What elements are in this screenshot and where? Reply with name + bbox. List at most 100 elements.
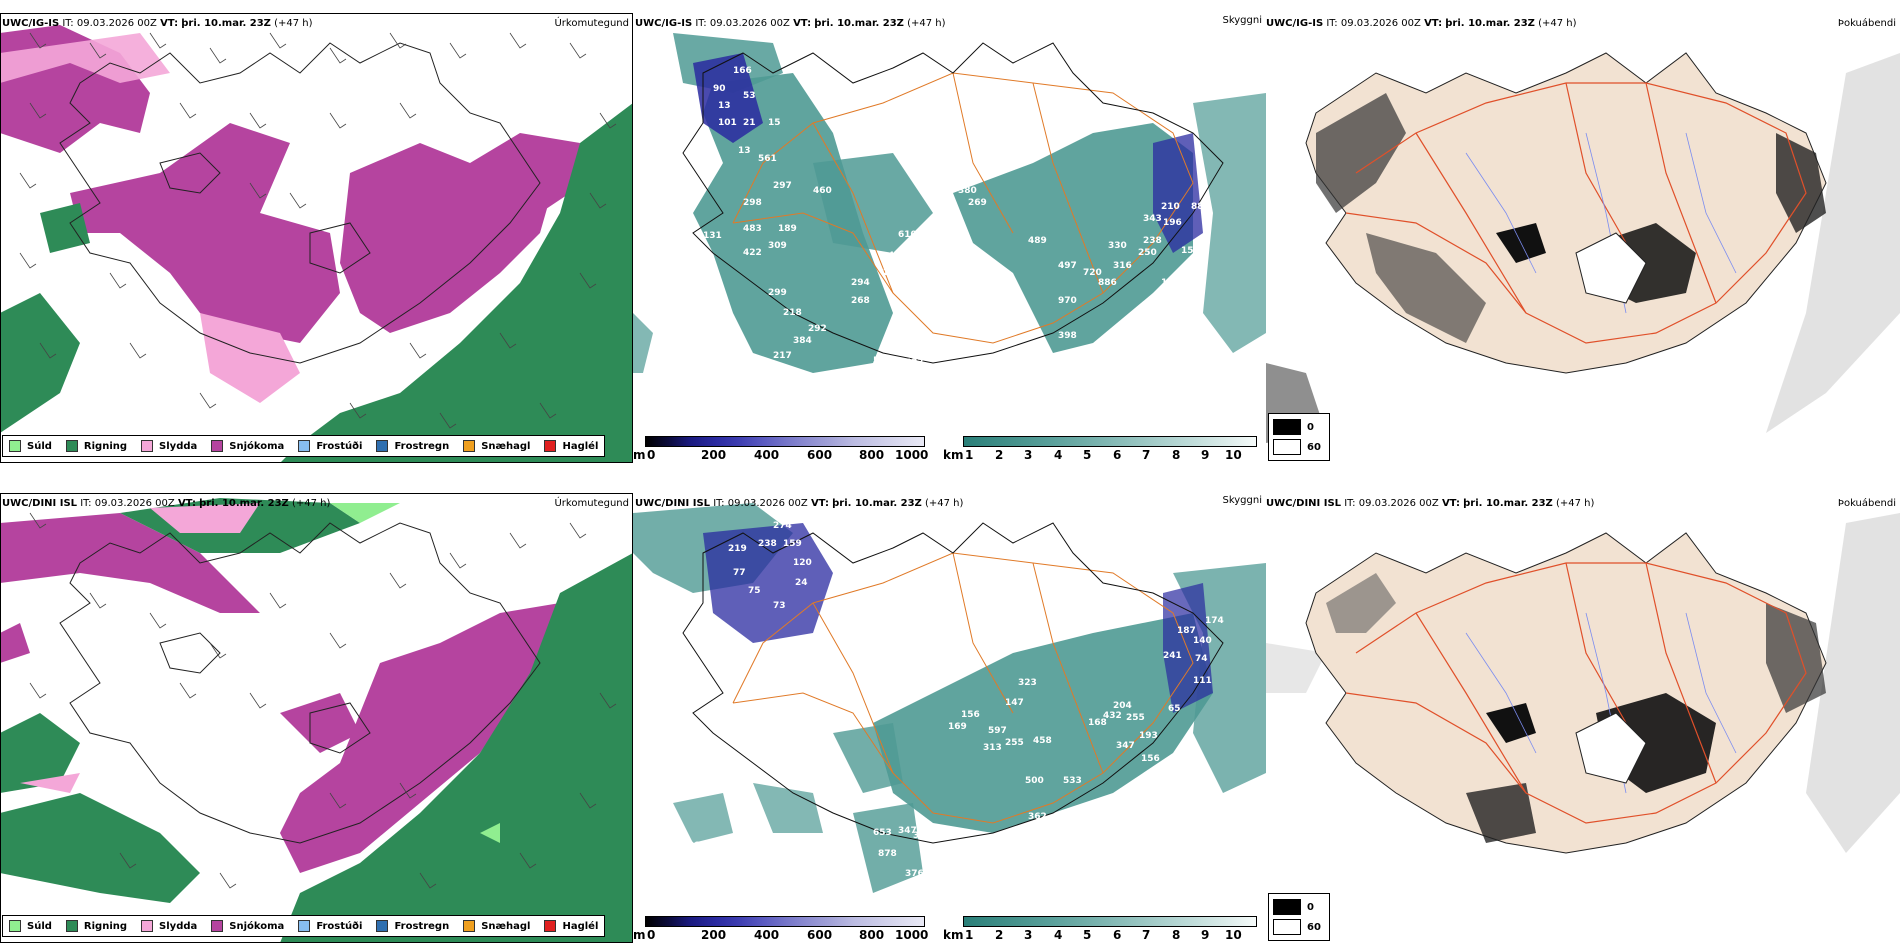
height-label: 268 [851,296,870,306]
legend-swatch [141,440,154,452]
low-visibility-area [1193,93,1266,353]
height-label: 210 [1161,202,1180,212]
low-visibility-area [1173,563,1266,793]
height-label: 597 [988,726,1007,736]
terrain-tick: 800 [859,928,885,942]
height-label: 255 [1005,738,1024,748]
height-label: 169 [948,722,967,732]
height-label: 88 [1191,202,1204,212]
legend-item: Rigning [65,440,127,452]
height-label: 74 [1195,654,1208,664]
fog-legend-swatch [1273,439,1301,455]
height-label: 275 [883,268,902,278]
low-visibility-area [753,783,823,833]
rain-area [280,103,633,463]
height-label: 156 [961,710,980,720]
iceland-coastline [682,522,1224,844]
height-label: 187 [1177,626,1196,636]
height-label: 384 [793,336,812,346]
fog-dense-area [1366,233,1486,343]
height-label: 497 [1058,261,1077,271]
height-label: 159 [783,539,802,549]
glacier [1575,232,1647,304]
terrain-tick: 0 [647,928,656,942]
panel-title: UWC/DINI ISL IT: 09.03.2026 00Z VT: þri.… [2,498,331,509]
legend-swatch [544,440,557,452]
height-label: 317 [913,831,932,841]
height-label: 15 [768,118,781,128]
road-network [1345,562,1807,824]
fog-legend-swatch [1273,899,1301,915]
snow-area [280,693,360,753]
panel-title: UWC/IG-IS IT: 09.03.2026 00Z VT: þri. 10… [1266,18,1577,29]
panel-top-right-fog: UWC/IG-IS IT: 09.03.2026 00Z VT: þri. 10… [1266,13,1900,463]
height-label: 458 [1033,736,1052,746]
visibility-tick: 9 [1201,448,1210,462]
height-label: 432 [1103,711,1122,721]
height-label: 131 [703,231,722,241]
low-visibility-area [953,123,1193,353]
visibility-tick: 3 [1024,448,1033,462]
fog-legend-row: 60 [1273,919,1321,935]
wind-barbs [19,32,617,429]
height-label: 400 [898,341,917,351]
terrain-high [1153,133,1203,253]
panel-title: UWC/IG-IS IT: 09.03.2026 00Z VT: þri. 10… [635,18,946,29]
height-label: 97 [663,246,676,256]
rain-area [40,203,90,253]
road-network [732,72,1194,344]
height-label: 294 [851,278,870,288]
visibility-map-top: 166 90 53 13 101 21 15 13 561 297 460 29… [633,13,1266,463]
height-label: 73 [773,601,786,611]
height-label: 323 [1018,678,1037,688]
legend-item: Súld [9,440,52,452]
terrain-colorbar: m 0 200 400 600 800 1000 [633,436,933,463]
legend-swatch [376,920,389,932]
fog-dense-area [1326,573,1396,633]
height-label: 168 [1088,718,1107,728]
terrain-unit: m [633,928,646,942]
legend-item: Slydda [141,920,197,932]
fog-map-top [1266,13,1900,463]
glacier [1575,712,1647,784]
height-label: 398 [1058,331,1077,341]
visibility-tick: 10 [1225,448,1242,462]
rain-area [0,713,80,793]
fog-legend: 0 60 [1268,893,1330,941]
legend-swatch [141,920,154,932]
visibility-tick: 8 [1172,928,1181,942]
legend-item: Snæhagl [463,440,530,452]
iceland-coastline [59,42,541,364]
panel-top-mid-visibility: 166 90 53 13 101 21 15 13 561 297 460 29… [633,13,1266,463]
height-label: 196 [1163,218,1182,228]
height-label: 204 [1113,701,1132,711]
height-label: 362 [1028,812,1047,822]
height-label: 77 [733,568,746,578]
terrain-tick: 1000 [895,928,929,942]
height-labels: 166 90 53 13 101 21 15 13 561 297 460 29… [663,66,1204,436]
terrain-tick: 400 [754,448,780,462]
rain-area [0,293,80,433]
legend-item: Haglél [544,920,598,932]
rain-area [280,553,633,943]
fog-dense-area [1766,603,1826,713]
height-label: 217 [773,351,792,361]
sleet-area [0,33,170,83]
height-label: 53 [743,91,756,101]
height-label: 720 [1083,268,1102,278]
visibility-tick: 3 [1024,928,1033,942]
terrain-tick: 200 [701,928,727,942]
visibility-colorbar: km 1 2 3 4 5 6 7 8 9 10 [943,916,1266,943]
height-label: 300 [913,384,932,394]
height-label: 75 [748,586,761,596]
height-label: 218 [783,308,802,318]
precip-type-legend: Súld Rigning Slydda Snjókoma Frostúði Fr… [2,915,606,937]
fog-legend-swatch [1273,419,1301,435]
visibility-map-bottom: 274 219 238 159 120 77 75 24 73 337 333 … [633,493,1266,943]
height-label: 146 [1161,278,1180,288]
height-label: 292 [808,324,827,334]
snow-area [0,513,260,613]
height-label: 219 [728,544,747,554]
height-label: 483 [743,224,762,234]
height-label: 139 [948,251,967,261]
